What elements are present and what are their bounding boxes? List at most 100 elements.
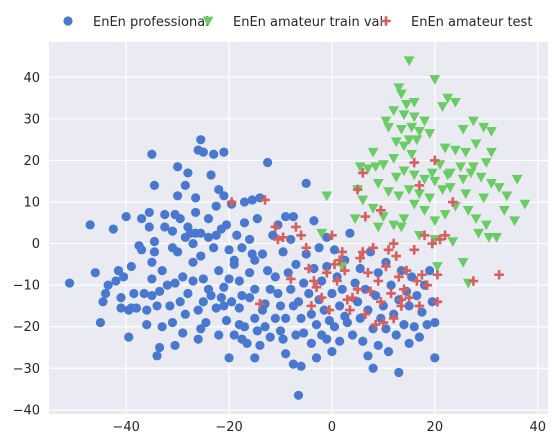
- data-point: [354, 162, 366, 173]
- data-point: [425, 266, 435, 276]
- data-point: [191, 193, 201, 203]
- data-point: [460, 147, 472, 158]
- data-point: [409, 157, 420, 168]
- data-point: [147, 257, 157, 267]
- data-point: [383, 187, 394, 198]
- data-point: [358, 336, 368, 346]
- data-point: [391, 330, 401, 340]
- data-point: [250, 313, 260, 324]
- data-point: [306, 301, 317, 311]
- data-point: [442, 93, 454, 104]
- data-point: [347, 330, 358, 340]
- data-point: [288, 359, 298, 369]
- data-point: [193, 334, 203, 344]
- data-point: [360, 211, 371, 222]
- data-point: [311, 282, 322, 293]
- data-point: [448, 197, 458, 207]
- data-point: [250, 255, 260, 265]
- data-point: [260, 299, 270, 309]
- data-point: [367, 147, 379, 158]
- data-point: [468, 116, 479, 127]
- data-point: [391, 251, 402, 261]
- data-point: [111, 276, 121, 286]
- legend: EnEn professional EnEn amateur train val E…: [63, 15, 532, 30]
- data-point: [383, 347, 394, 357]
- data-point: [245, 268, 255, 278]
- data-point: [319, 305, 329, 315]
- data-point: [175, 214, 185, 224]
- data-point: [412, 290, 422, 301]
- data-point: [314, 243, 324, 253]
- data-point: [332, 276, 342, 286]
- data-point: [293, 297, 304, 307]
- data-point: [221, 220, 232, 230]
- data-point: [219, 147, 229, 157]
- data-point: [90, 268, 100, 278]
- data-point: [394, 272, 404, 282]
- data-point: [147, 274, 157, 284]
- data-point: [355, 263, 365, 274]
- data-point: [291, 259, 301, 269]
- data-point: [167, 317, 178, 328]
- data-point: [393, 83, 405, 94]
- data-points: [64, 56, 531, 400]
- data-point: [337, 247, 348, 257]
- data-point: [206, 170, 216, 180]
- data-point: [427, 238, 438, 249]
- data-point: [211, 303, 221, 313]
- data-point: [399, 320, 409, 330]
- data-point: [347, 292, 358, 303]
- data-point: [419, 206, 430, 216]
- data-point: [285, 274, 296, 284]
- data-point: [435, 234, 445, 245]
- data-point: [353, 297, 363, 307]
- legend-marker: [202, 16, 214, 27]
- x-tick-label: −20: [215, 420, 242, 435]
- data-point: [414, 301, 425, 311]
- data-point: [219, 191, 229, 201]
- data-point: [178, 272, 188, 282]
- data-point: [309, 216, 319, 226]
- data-point: [275, 326, 286, 336]
- data-point: [152, 301, 162, 311]
- data-point: [419, 230, 430, 241]
- data-point: [475, 172, 487, 183]
- y-tick-label: 0: [32, 237, 40, 252]
- data-point: [432, 269, 443, 280]
- data-point: [239, 218, 250, 228]
- data-point: [457, 174, 469, 185]
- data-point: [406, 149, 418, 160]
- data-point: [209, 243, 219, 253]
- data-point: [393, 191, 405, 202]
- data-point: [234, 276, 244, 286]
- grid-lines: [49, 42, 548, 414]
- data-point: [390, 172, 402, 183]
- data-point: [221, 315, 232, 326]
- data-point: [203, 232, 214, 242]
- data-point: [478, 193, 490, 204]
- data-point: [404, 338, 414, 348]
- data-point: [439, 210, 451, 220]
- data-point: [439, 143, 451, 154]
- data-point: [216, 293, 226, 303]
- data-point: [363, 351, 373, 361]
- data-point: [270, 313, 280, 324]
- data-point: [395, 89, 407, 100]
- data-point: [486, 127, 497, 137]
- data-point: [335, 336, 345, 346]
- data-point: [129, 288, 139, 299]
- data-point: [245, 234, 255, 245]
- data-point: [360, 309, 371, 320]
- data-point: [468, 162, 479, 173]
- data-point: [447, 237, 459, 247]
- data-point: [404, 301, 414, 311]
- data-point: [206, 290, 216, 301]
- data-point: [178, 328, 188, 338]
- data-point: [198, 274, 208, 284]
- data-point: [173, 247, 183, 257]
- data-point: [358, 247, 368, 257]
- data-point: [316, 292, 327, 303]
- data-point: [234, 303, 244, 313]
- data-point: [444, 183, 456, 193]
- data-point: [327, 347, 337, 357]
